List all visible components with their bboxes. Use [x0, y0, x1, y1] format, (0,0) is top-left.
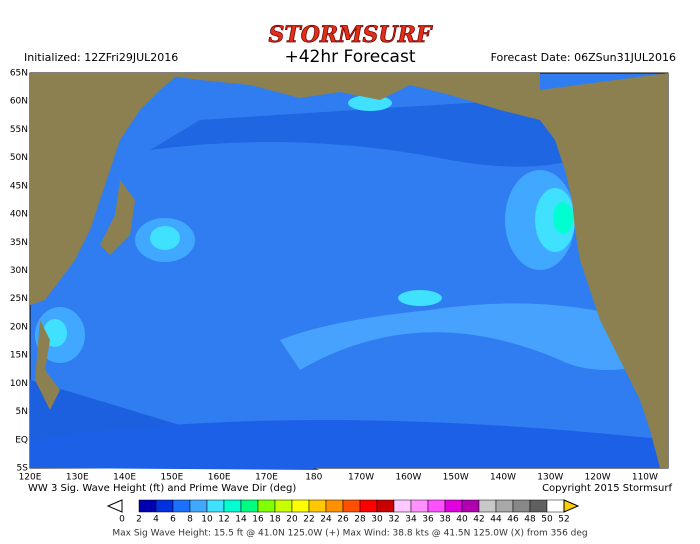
legend-label: 50: [541, 515, 553, 525]
legend-swatch: [512, 499, 531, 513]
lat-label: EQ: [15, 435, 28, 445]
legend-label: 48: [524, 515, 536, 525]
legend-swatch: [427, 499, 446, 513]
legend-label: 44: [490, 515, 502, 525]
lon-label: 170W: [348, 473, 374, 483]
legend-label: 22: [303, 515, 314, 525]
legend-label: 10: [201, 515, 213, 525]
legend-label: 24: [320, 515, 332, 525]
legend-swatch: [393, 499, 412, 513]
legend: 0 2 4 6 8 10 12 14 16 18 20 22 24 26 28 30 32 34 36 38 40 42 4…: [106, 499, 580, 525]
legend-label: 28: [354, 515, 366, 525]
legend-label: 12: [218, 515, 229, 525]
legend-label: 14: [235, 515, 247, 525]
lon-labels: 120E 130E 140E 150E 160E 170E 180 170W 160W 150W 1…: [19, 473, 658, 483]
footer: Max Sig Wave Height: 15.5 ft @ 41.0N 125…: [112, 529, 587, 539]
legend-swatch: [291, 499, 310, 513]
lon-label: 160W: [395, 473, 421, 483]
legend-swatch: [342, 499, 361, 513]
lat-label: 10N: [10, 379, 28, 389]
forecast-date: Forecast Date: 06ZSun31JUL2016: [491, 51, 676, 64]
lon-label: 150E: [160, 473, 183, 483]
legend-swatch: [529, 499, 548, 513]
legend-label: 8: [187, 515, 193, 525]
legend-arrow: [106, 499, 123, 513]
legend-swatch: [478, 499, 497, 513]
legend-label: 20: [286, 515, 298, 525]
legend-swatch: [359, 499, 378, 513]
lon-label: 180: [305, 473, 322, 483]
legend-swatch: [444, 499, 463, 513]
lat-label: 60N: [10, 97, 28, 107]
lat-label: 50N: [10, 153, 28, 163]
legend-label: 40: [456, 515, 468, 525]
caption-left: WW 3 Sig. Wave Height (ft) and Prime Wav…: [28, 483, 296, 494]
lat-label: 65N: [10, 69, 28, 79]
legend-swatch: [274, 499, 293, 513]
legend-label: 4: [153, 515, 159, 525]
legend-swatch: [172, 499, 191, 513]
title: +42hr Forecast: [285, 47, 416, 67]
legend-arrow: [563, 499, 580, 513]
legend-label: 32: [388, 515, 399, 525]
map: [29, 72, 669, 470]
lat-label: 30N: [10, 266, 28, 276]
legend-label: 0: [119, 515, 125, 525]
legend-swatch: [546, 499, 565, 513]
legend-swatch: [240, 499, 259, 513]
logo: STORMSURF: [268, 22, 432, 48]
legend-label: 30: [371, 515, 383, 525]
initialized: Initialized: 12ZFri29JUL2016: [24, 51, 178, 64]
legend-swatch: [308, 499, 327, 513]
lon-label: 150W: [443, 473, 469, 483]
legend-label: 2: [136, 515, 142, 525]
legend-swatch: [257, 499, 276, 513]
lon-label: 120W: [585, 473, 611, 483]
legend-swatch: [138, 499, 157, 513]
lat-label: 25N: [10, 294, 28, 304]
legend-label: 26: [337, 515, 349, 525]
legend-label: 16: [252, 515, 264, 525]
lon-label: 130W: [537, 473, 563, 483]
legend-label: 6: [170, 515, 176, 525]
caption-right: Copyright 2015 Stormsurf: [542, 483, 672, 494]
legend-swatch: [495, 499, 514, 513]
lat-label: 5S: [17, 464, 29, 474]
legend-label: 46: [507, 515, 519, 525]
legend-swatch: [155, 499, 174, 513]
lat-label: 35N: [10, 238, 28, 248]
lon-label: 120E: [19, 473, 42, 483]
lat-label: 45N: [10, 181, 28, 191]
lat-label: 15N: [10, 351, 28, 361]
legend-label: 36: [422, 515, 434, 525]
legend-label: 42: [473, 515, 484, 525]
lat-label: 20N: [10, 322, 28, 332]
lat-label: 5N: [16, 407, 28, 417]
lat-label: 40N: [10, 210, 28, 220]
lat-label: 55N: [10, 125, 28, 135]
legend-swatch: [223, 499, 242, 513]
legend-label: 18: [269, 515, 281, 525]
legend-swatch: [325, 499, 344, 513]
lat-labels: 65N 60N 55N 50N 45N 40N 35N 30N 25N 20N 15N 10N 5N EQ…: [10, 69, 28, 474]
lon-label: 170E: [255, 473, 278, 483]
lon-label: 140W: [490, 473, 516, 483]
lon-label: 140E: [113, 473, 136, 483]
legend-swatch: [410, 499, 429, 513]
legend-swatch: [376, 499, 395, 513]
legend-label: 38: [439, 515, 451, 525]
legend-swatch: [189, 499, 208, 513]
lon-label: 130E: [66, 473, 89, 483]
legend-swatch: [461, 499, 480, 513]
legend-label: 34: [405, 515, 417, 525]
lon-label: 110W: [632, 473, 658, 483]
lon-label: 160E: [208, 473, 231, 483]
legend-swatch: [206, 499, 225, 513]
legend-label: 52: [558, 515, 569, 525]
